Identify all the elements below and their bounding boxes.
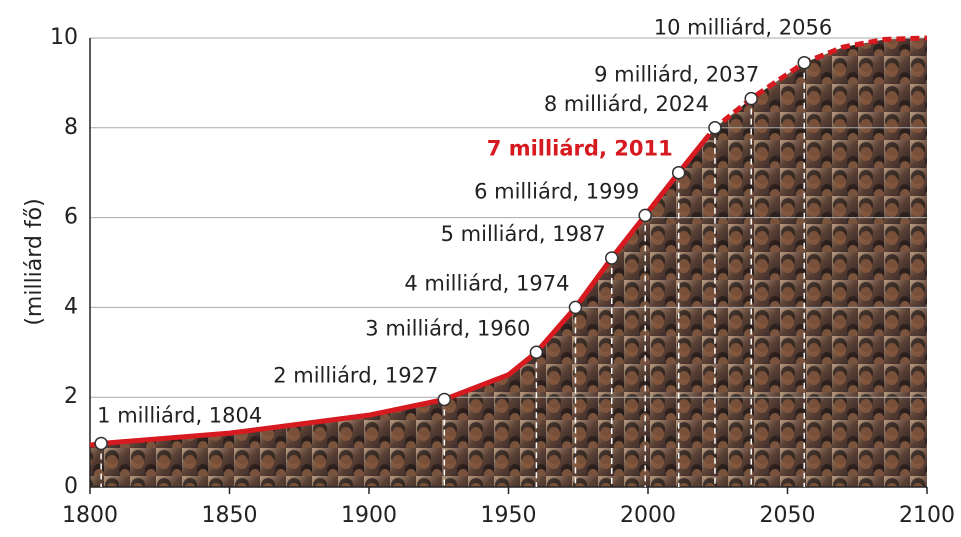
milestone-marker (604, 251, 619, 265)
milestone-label: 4 milliárd, 1974 (404, 271, 569, 295)
x-tick-label: 1800 (62, 503, 118, 528)
milestone-marker (529, 345, 544, 360)
x-tick-label: 1850 (202, 503, 258, 528)
y-tick-label: 2 (64, 384, 78, 409)
y-tick-label: 8 (64, 115, 78, 140)
y-tick-label: 0 (64, 474, 78, 499)
series-line (89, 139, 706, 448)
milestone-label: 6 milliárd, 1999 (474, 179, 639, 203)
milestone-label: 3 milliárd, 1960 (365, 316, 530, 340)
milestone-marker (797, 55, 811, 70)
milestone-label: 8 milliárd, 2024 (544, 92, 709, 116)
milestone-marker (744, 91, 758, 106)
milestone-marker (671, 165, 686, 180)
milestone-label: 1 milliárd, 1804 (97, 403, 262, 427)
milestone-label: 10 milliárd, 2056 (654, 16, 832, 40)
y-tick-label: 6 (64, 205, 78, 230)
milestone-label: 5 milliárd, 1987 (441, 222, 606, 246)
crowd-area (90, 38, 927, 487)
milestone-marker (437, 392, 452, 407)
milestone-label: 9 milliárd, 2037 (594, 63, 759, 87)
milestone-marker (708, 121, 722, 135)
x-tick-label: 2050 (760, 503, 816, 528)
x-tick-label: 1950 (481, 503, 537, 528)
milestone-label: 7 milliárd, 2011 (487, 137, 673, 161)
x-tick-label: 2100 (899, 503, 955, 528)
x-tick-label: 2000 (620, 503, 676, 528)
y-tick-label: 10 (50, 25, 78, 50)
milestone-label: 2 milliárd, 1927 (273, 363, 438, 387)
y-axis-label: (milliárd fő) (22, 198, 47, 325)
milestone-marker (638, 208, 652, 223)
x-tick-label: 1900 (341, 503, 397, 528)
y-tick-label: 4 (64, 294, 78, 319)
milestone-marker (568, 300, 583, 315)
milestone-marker (94, 436, 108, 451)
